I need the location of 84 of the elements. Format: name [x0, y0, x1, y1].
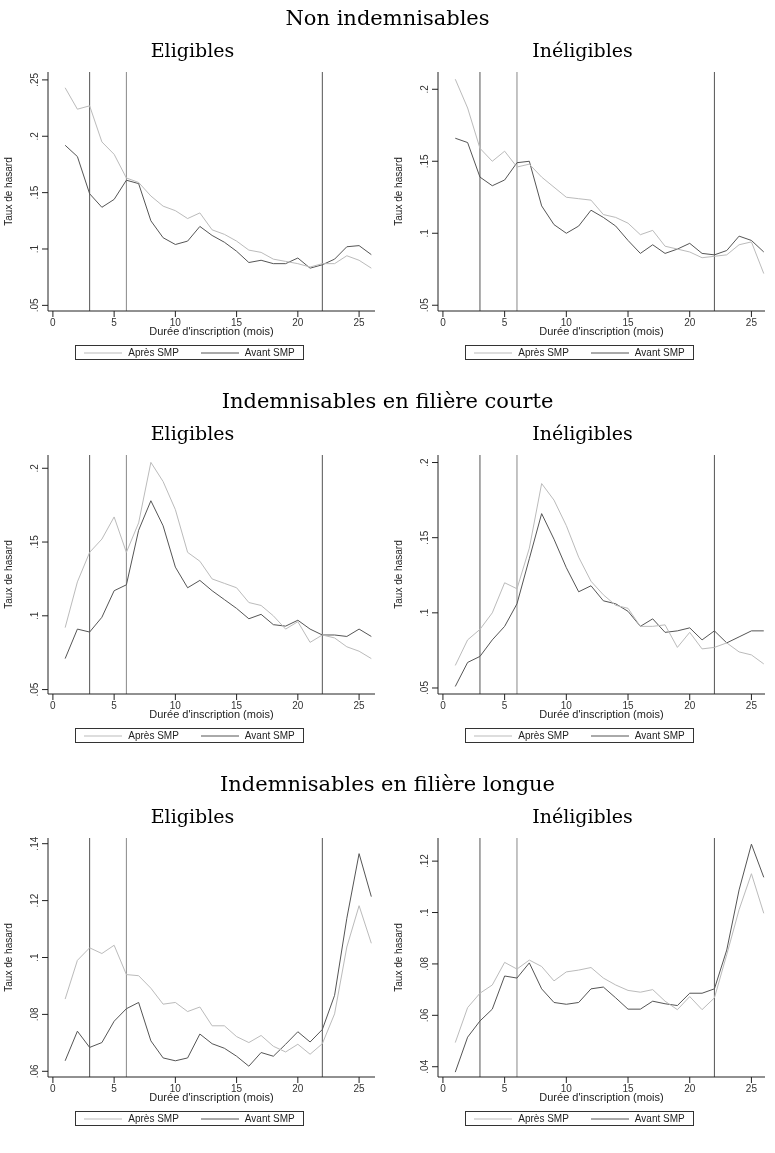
line-series	[64, 461, 372, 660]
x-tick-label: 25	[353, 700, 366, 712]
y-tick-label: .1	[29, 952, 40, 962]
y-tick-label: .05	[419, 297, 430, 313]
text: Indemnisables en filière courte	[221, 389, 554, 413]
x-tick-label: 0	[50, 700, 57, 712]
y-tick-label: .12	[419, 853, 430, 869]
y-tick-label: .25	[29, 72, 40, 87]
line-series	[454, 483, 765, 666]
y-tick-label: .05	[29, 297, 40, 313]
legend-label: Avant SMP	[634, 347, 685, 358]
y-tick-label: .08	[29, 1007, 40, 1022]
x-tick-label: 0	[50, 1083, 57, 1095]
y-tick-label: .2	[29, 463, 40, 473]
y-tick-label: .2	[29, 131, 40, 141]
x-tick-label: 25	[745, 1083, 758, 1095]
y-tick-label: .1	[419, 907, 430, 917]
x-tick-label: 0	[440, 317, 447, 329]
x-tick-label: 5	[111, 1083, 118, 1095]
y-tick-label: .05	[419, 680, 430, 695]
legend-label: Avant SMP	[634, 730, 685, 741]
x-tick-label: 20	[292, 700, 304, 712]
legend-label: Avant SMP	[634, 1113, 685, 1124]
x-tick-label: 20	[292, 317, 304, 329]
y-axis-title: Taux de hasard	[392, 157, 404, 226]
y-axis-title: Taux de hasard	[2, 923, 14, 992]
chart-title: Inéligibles	[531, 804, 634, 829]
legend-label: Après SMP	[128, 347, 179, 358]
x-tick-label: 5	[501, 700, 508, 712]
x-tick-label: 5	[111, 700, 118, 712]
legend-label: Après SMP	[518, 730, 569, 741]
x-tick-label: 20	[684, 700, 696, 712]
legend-label: Après SMP	[128, 1113, 179, 1124]
chart-title: Inéligibles	[531, 38, 634, 63]
y-tick-label: .2	[419, 84, 430, 94]
x-tick-label: 0	[440, 1083, 447, 1095]
line-series	[64, 905, 372, 1055]
x-tick-label: 5	[501, 1083, 508, 1095]
y-tick-label: .14	[29, 836, 40, 851]
y-axis-title: Taux de hasard	[2, 157, 14, 226]
x-tick-label: 0	[440, 700, 447, 712]
y-tick-label: .15	[419, 153, 430, 169]
x-tick-label: 20	[684, 317, 696, 329]
x-tick-label: 20	[684, 1083, 696, 1095]
y-axis-title: Taux de hasard	[392, 540, 404, 609]
y-tick-label: .15	[419, 530, 430, 545]
chart-title: Eligibles	[149, 804, 236, 829]
line-series	[64, 87, 372, 269]
x-tick-label: 5	[111, 317, 118, 329]
chart-title: Eligibles	[149, 421, 236, 446]
y-tick-label: .2	[419, 457, 430, 467]
y-tick-label: .1	[419, 228, 430, 238]
legend-label: Avant SMP	[244, 347, 295, 358]
legend-label: Après SMP	[518, 347, 569, 358]
x-tick-label: 20	[292, 1083, 304, 1095]
y-tick-label: .1	[29, 244, 40, 254]
y-axis-title: Taux de hasard	[2, 540, 14, 609]
y-tick-label: .15	[29, 185, 40, 200]
y-axis-title: Taux de hasard	[392, 923, 404, 992]
line-series	[454, 78, 765, 275]
text: Non indemnisables	[285, 6, 490, 30]
x-tick-label: 25	[353, 317, 366, 329]
legend-label: Avant SMP	[244, 1113, 295, 1124]
legend-label: Après SMP	[128, 730, 179, 741]
y-tick-label: .1	[29, 611, 40, 620]
line-series	[454, 873, 765, 1044]
y-tick-label: .04	[419, 1059, 430, 1074]
chart-title: Inéligibles	[531, 421, 634, 446]
legend-label: Avant SMP	[244, 730, 295, 741]
x-tick-label: 25	[353, 1083, 366, 1095]
y-tick-label: .05	[29, 682, 40, 697]
x-tick-label: 25	[745, 700, 758, 712]
y-tick-label: .08	[419, 956, 430, 971]
legend-label: Après SMP	[518, 1113, 569, 1124]
y-tick-label: .15	[29, 534, 40, 549]
x-tick-label: 5	[501, 317, 508, 329]
x-tick-label: 0	[50, 317, 57, 329]
y-tick-label: .1	[419, 608, 430, 617]
y-tick-label: .06	[419, 1007, 430, 1023]
text: Indemnisables en filière longue	[219, 772, 556, 796]
y-tick-label: .06	[29, 1063, 40, 1079]
y-tick-label: .12	[29, 893, 40, 908]
x-tick-label: 25	[745, 317, 758, 329]
chart-title: Eligibles	[149, 38, 236, 63]
